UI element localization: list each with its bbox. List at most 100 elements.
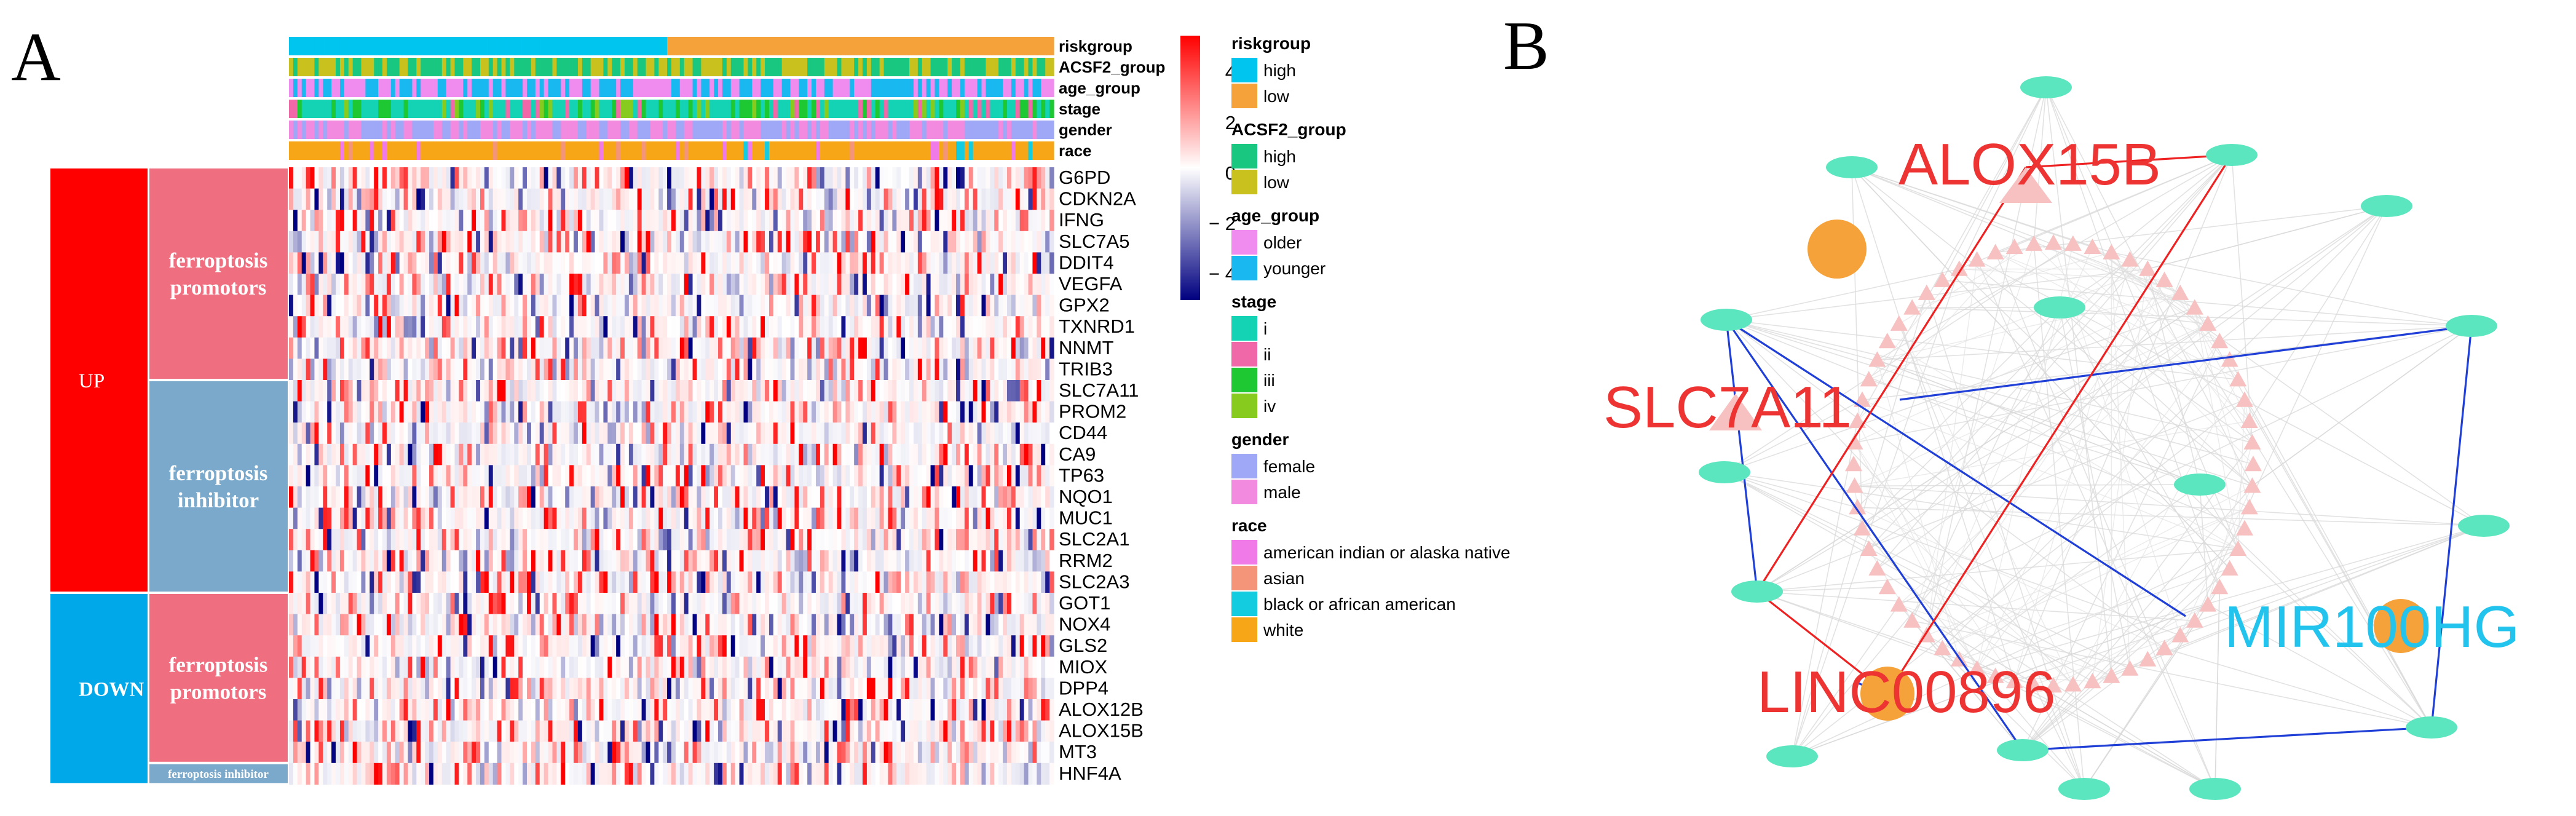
heat-cell [488,486,494,509]
heat-cell [641,443,647,465]
heat-cell [472,274,476,296]
heat-cell [905,188,910,210]
heat-cell [671,210,676,232]
heat-cell [446,231,451,253]
heat-cell [603,529,608,551]
heat-cell [692,358,698,381]
track-cell [939,58,944,76]
track-cell [824,58,829,76]
track-cell [421,121,425,139]
heat-cell [531,274,536,296]
heat-cell [934,486,939,509]
heat-cell [705,486,710,509]
heat-cell [412,316,417,338]
heat-cell [1045,316,1050,338]
track-cell [790,79,796,97]
track-cell [514,100,519,118]
track-cell [960,121,965,139]
track-cell [998,100,1003,118]
heat-cell [569,443,574,465]
heat-cell [425,274,430,296]
heat-cell [556,380,561,402]
heat-cell [956,380,961,402]
heat-cell [905,507,910,529]
heat-cell [990,529,995,551]
heat-cell [888,401,893,423]
heat-cell [981,486,987,509]
track-cell [684,37,689,55]
heat-cell [730,167,736,189]
heat-cell [421,380,425,402]
track-cell [577,58,583,76]
heat-cell [531,593,536,615]
heat-cell [399,443,405,465]
heat-cell [446,529,451,551]
heat-cell [416,316,421,338]
heat-cell [505,380,510,402]
track-cell [990,79,995,97]
heat-cell [476,167,481,189]
heat-cell [527,316,532,338]
heat-cell [378,358,383,381]
heat-cell [675,422,681,445]
heat-cell [492,380,498,402]
heat-cell [476,210,481,232]
heat-cell [866,274,872,296]
track-cell [956,79,961,97]
heat-cell [327,358,332,381]
heat-cell [374,443,379,465]
heat-cell [382,380,387,402]
heat-cell [552,550,557,572]
track-cell [777,141,783,160]
heat-cell [990,380,995,402]
track-cell [735,79,740,97]
heat-cell [858,252,863,274]
heat-cell [412,550,417,572]
heat-cell [1011,188,1016,210]
heat-cell [531,380,536,402]
heat-cell [374,465,379,487]
heat-cell [726,422,732,445]
heat-cell [446,210,451,232]
heat-cell [403,571,409,593]
heat-cell [1024,486,1029,509]
heat-cell [748,358,753,381]
track-cell [905,58,910,76]
heat-cell [429,422,434,445]
track-cell [871,58,876,76]
heat-cell [837,422,842,445]
heat-cell [701,486,706,509]
heat-cell [378,507,383,529]
heat-cell [952,529,957,551]
heat-cell [599,252,604,274]
heat-cell [701,401,706,423]
track-cell [658,37,663,55]
heat-cell [365,210,370,232]
heat-cell [990,295,995,317]
heat-cell [841,167,846,189]
heat-cell [875,550,880,572]
track-cell [730,37,736,55]
heat-cell [735,358,740,381]
heat-cell [289,401,294,423]
heat-cell [943,252,948,274]
heat-cell [679,401,685,423]
track-cell [429,58,434,76]
heat-cell [667,465,672,487]
heat-cell [1049,529,1054,551]
heat-cell [863,358,867,381]
track-cell [845,37,850,55]
heat-cell [382,274,387,296]
heat-cell [815,593,821,615]
heat-cell [679,231,685,253]
heat-cell [586,571,591,593]
heat-cell [905,401,910,423]
heat-cell [408,274,413,296]
heat-cell [828,571,834,593]
heat-cell [850,252,855,274]
heat-cell [569,295,574,317]
heat-cell [416,252,421,274]
heat-cell [633,188,638,210]
heat-cell [616,252,621,274]
track-label-riskgroup: riskgroup [1059,37,1132,55]
